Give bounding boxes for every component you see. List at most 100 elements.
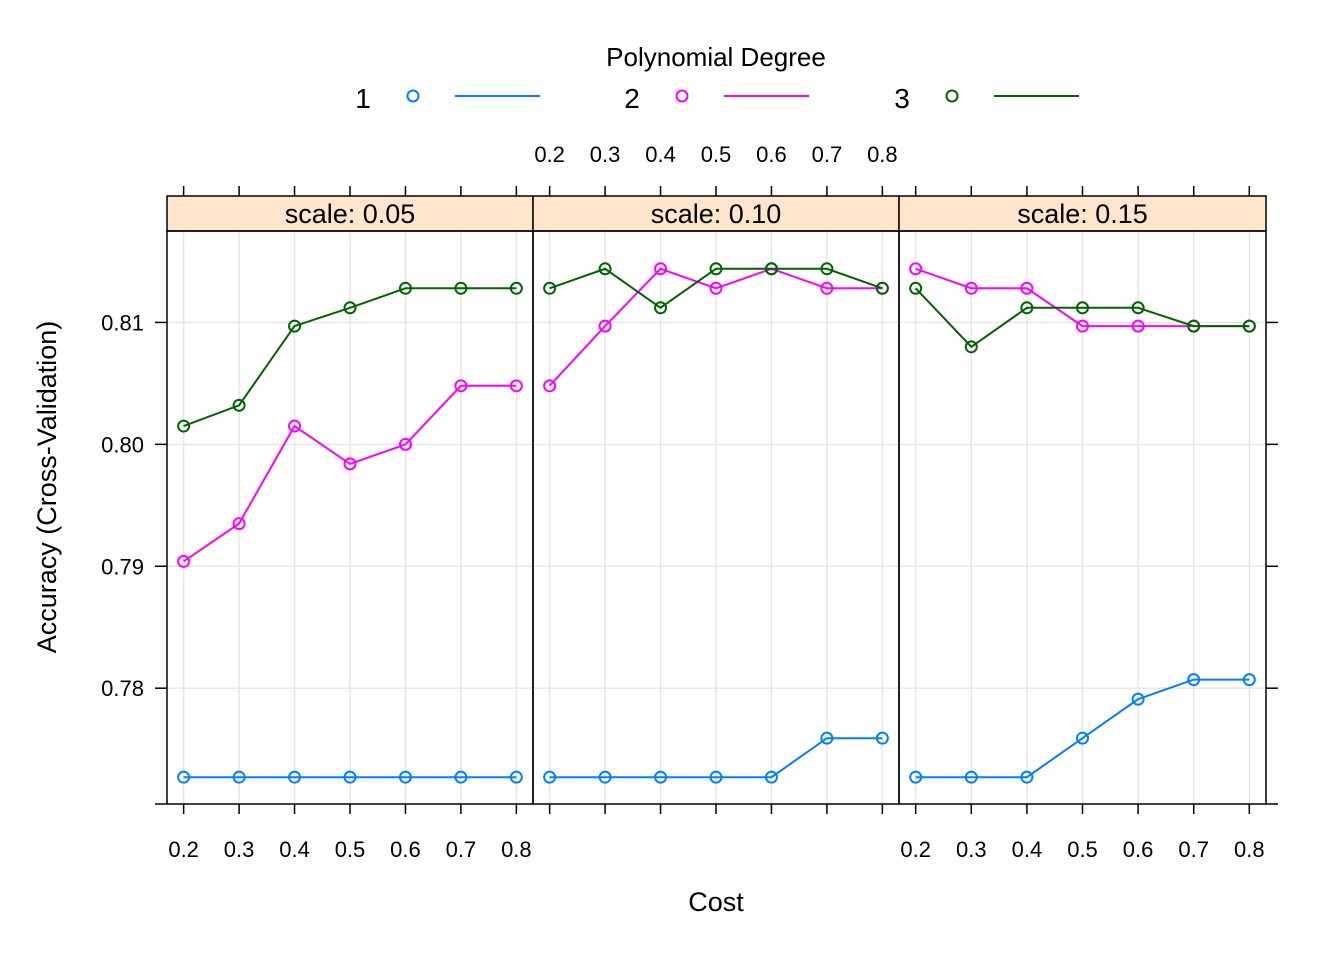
strip-label: scale: 0.10 [651, 199, 782, 229]
data-point-degree-3 [654, 301, 668, 315]
data-point-degree-3 [509, 281, 523, 295]
x-tick-label-top: 0.2 [534, 142, 565, 167]
data-point-degree-3 [288, 319, 302, 333]
data-point-degree-1 [177, 770, 191, 784]
panel-3: scale: 0.15 [898, 195, 1267, 805]
data-point-degree-3 [398, 281, 412, 295]
x-tick-label: 0.5 [1067, 837, 1098, 862]
series-line-degree-3 [549, 267, 883, 310]
data-point-degree-2 [820, 281, 834, 295]
data-point-degree-1 [454, 770, 468, 784]
data-point-degree-3 [909, 281, 923, 295]
series-line-degree-1 [915, 678, 1250, 779]
data-point-degree-1 [1076, 731, 1089, 745]
data-point-degree-2 [232, 517, 246, 531]
legend-key-label: 3 [894, 83, 910, 114]
data-point-degree-1 [398, 770, 412, 784]
data-point-degree-3 [598, 262, 612, 276]
axes: 0.2 0.3 0.4 0.5 0.6 0.7 0.8 0.2 0.3 0.4 0.5 0.6 0.7 0… [101, 142, 1278, 862]
data-point-degree-1 [509, 770, 523, 784]
x-tick-label-top: 0.8 [867, 142, 898, 167]
data-point-degree-3 [543, 281, 557, 295]
data-point-degree-1 [288, 770, 302, 784]
data-point-degree-1 [964, 770, 978, 784]
data-point-degree-3 [820, 262, 834, 276]
data-point-degree-1 [1242, 673, 1256, 687]
x-tick-label: 0.4 [279, 837, 310, 862]
data-point-degree-1 [1131, 692, 1145, 706]
panel-1: scale: 0.05 [166, 195, 534, 805]
data-point-degree-3 [1187, 319, 1201, 333]
y-tick-label: 0.80 [101, 432, 144, 457]
data-point-degree-3 [764, 262, 778, 276]
legend: Polynomial Degree 1 2 3 [355, 42, 1079, 114]
panels: scale: 0.05 scale: 0.10 scale: 0.15 [166, 195, 1267, 805]
data-point-degree-1 [764, 770, 778, 784]
x-tick-label: 0.5 [335, 837, 366, 862]
x-axis-title: Cost [688, 887, 744, 917]
data-point-degree-1 [820, 731, 834, 745]
x-tick-label-top: 0.7 [812, 142, 843, 167]
data-point-degree-2 [654, 262, 668, 276]
strip-background [532, 195, 900, 232]
data-point-degree-2 [964, 281, 978, 295]
legend-key-point-marker [406, 89, 420, 103]
data-point-degree-3 [454, 281, 468, 295]
data-point-degree-2 [1020, 281, 1034, 295]
x-tick-label: 0.6 [390, 837, 421, 862]
x-tick-label: 0.3 [956, 837, 987, 862]
data-point-degree-2 [454, 379, 468, 393]
legend-title: Polynomial Degree [606, 42, 826, 72]
y-tick-label: 0.78 [101, 676, 144, 701]
data-point-degree-1 [654, 770, 668, 784]
x-tick-label-top: 0.3 [590, 142, 621, 167]
series-line-degree-2 [548, 267, 883, 387]
x-tick-label: 0.2 [168, 837, 199, 862]
data-point-degree-2 [543, 379, 557, 393]
x-tick-label: 0.3 [224, 837, 255, 862]
x-tick-label: 0.6 [1123, 837, 1154, 862]
data-point-degree-2 [1076, 319, 1089, 333]
data-point-degree-2 [598, 319, 612, 333]
data-point-degree-1 [232, 770, 246, 784]
data-point-degree-3 [1020, 301, 1034, 315]
x-tick-label: 0.7 [446, 837, 477, 862]
data-point-degree-1 [543, 770, 557, 784]
strip-label: scale: 0.05 [285, 199, 416, 229]
data-point-degree-1 [875, 731, 889, 745]
data-point-degree-2 [177, 554, 191, 568]
series-line-degree-2 [183, 384, 517, 563]
data-point-degree-2 [343, 457, 357, 471]
legend-key-point-marker [675, 89, 689, 103]
series-line-degree-3 [914, 287, 1250, 349]
legend-key-point-marker [945, 89, 959, 103]
data-point-degree-2 [288, 419, 302, 433]
data-point-degree-3 [875, 281, 889, 295]
x-tick-label: 0.7 [1178, 837, 1209, 862]
data-point-degree-1 [1187, 673, 1201, 687]
data-point-degree-3 [1076, 301, 1089, 315]
panel-2: scale: 0.10 [532, 195, 900, 805]
data-point-degree-2 [398, 437, 412, 451]
data-point-degree-3 [964, 340, 978, 354]
y-tick-label: 0.79 [101, 554, 144, 579]
data-point-degree-2 [509, 379, 523, 393]
data-point-degree-3 [343, 301, 357, 315]
data-point-degree-3 [177, 419, 191, 433]
y-axis-title: Accuracy (Cross-Validation) [32, 321, 62, 654]
y-tick-label: 0.81 [101, 310, 144, 335]
data-point-degree-1 [709, 770, 723, 784]
x-tick-label-top: 0.5 [701, 142, 732, 167]
x-tick-label-top: 0.6 [756, 142, 787, 167]
data-point-degree-1 [598, 770, 612, 784]
series-line-degree-1 [549, 737, 883, 779]
data-point-degree-2 [909, 262, 923, 276]
data-point-degree-1 [1020, 770, 1034, 784]
x-tick-label: 0.2 [900, 837, 931, 862]
series-line-degree-3 [183, 287, 517, 428]
strip-background [898, 195, 1267, 232]
x-tick-label-top: 0.4 [645, 142, 676, 167]
legend-key-label: 2 [624, 83, 640, 114]
legend-key-label: 1 [355, 83, 371, 114]
